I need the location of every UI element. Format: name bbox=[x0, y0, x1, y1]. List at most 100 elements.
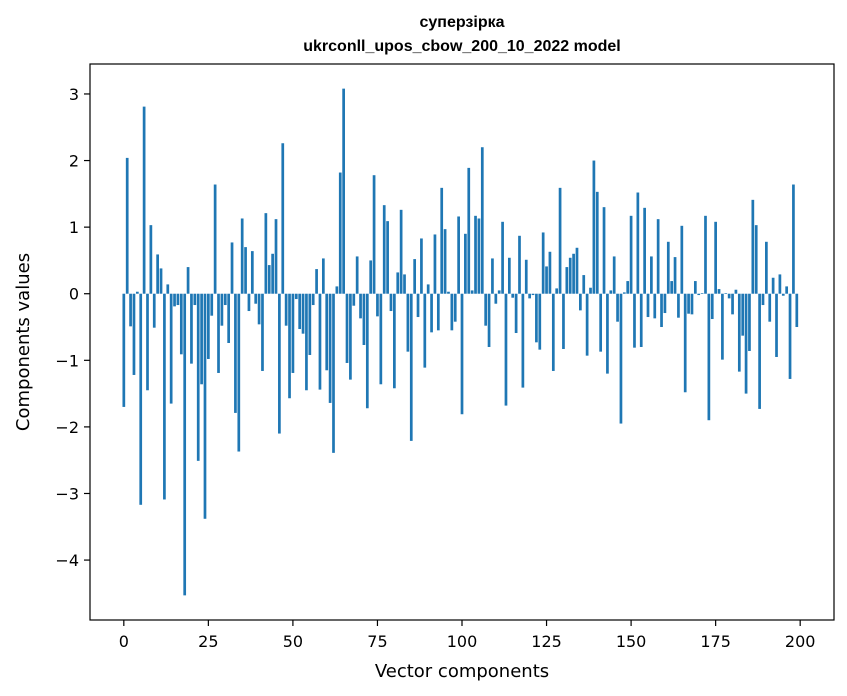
y-tick-label: 2 bbox=[69, 152, 79, 171]
bar-27 bbox=[213, 184, 217, 294]
bar-45 bbox=[274, 219, 278, 294]
bar-152 bbox=[636, 192, 640, 294]
x-tick-label: 175 bbox=[700, 632, 731, 651]
bar-115 bbox=[511, 293, 515, 298]
bar-77 bbox=[382, 205, 386, 294]
x-axis-ticks: 0 25 50 75 100 125 150 175 200 bbox=[119, 620, 815, 651]
bar-191 bbox=[768, 293, 772, 322]
bar-111 bbox=[497, 290, 501, 294]
bar-44 bbox=[271, 253, 274, 294]
bar-138 bbox=[589, 287, 592, 294]
bar-92 bbox=[433, 234, 437, 294]
bar-58 bbox=[318, 293, 322, 390]
bar-33 bbox=[234, 293, 237, 413]
bar-149 bbox=[626, 281, 630, 294]
bar-108 bbox=[487, 293, 491, 347]
bar-166 bbox=[683, 293, 687, 393]
bar-57 bbox=[315, 269, 318, 294]
bar-96 bbox=[447, 291, 450, 294]
bar-157 bbox=[653, 293, 657, 319]
x-tick-label: 25 bbox=[198, 632, 218, 651]
bar-141 bbox=[599, 293, 603, 352]
bar-114 bbox=[507, 257, 511, 294]
bar-168 bbox=[690, 293, 694, 315]
bar-118 bbox=[521, 293, 525, 388]
bar-34 bbox=[237, 293, 241, 452]
bar-46 bbox=[278, 293, 281, 434]
bar-117 bbox=[518, 235, 521, 294]
x-tick-label: 150 bbox=[616, 632, 647, 651]
bar-76 bbox=[379, 293, 383, 385]
bar-36 bbox=[244, 247, 247, 294]
bar-71 bbox=[362, 293, 366, 345]
bar-137 bbox=[585, 293, 589, 356]
bar-11 bbox=[159, 268, 163, 294]
bar-52 bbox=[298, 293, 302, 330]
bar-95 bbox=[443, 229, 447, 294]
bar-123 bbox=[538, 293, 542, 350]
bar-170 bbox=[697, 293, 701, 296]
bar-16 bbox=[176, 293, 180, 306]
bar-14 bbox=[169, 293, 173, 404]
bar-8 bbox=[149, 225, 153, 294]
bar-109 bbox=[491, 258, 494, 294]
bar-182 bbox=[737, 293, 741, 372]
bar-86 bbox=[413, 259, 417, 294]
bar-120 bbox=[528, 293, 531, 299]
bar-56 bbox=[311, 293, 315, 306]
bar-55 bbox=[308, 293, 312, 355]
bar-158 bbox=[656, 219, 660, 294]
bar-144 bbox=[609, 290, 613, 294]
y-axis-label: Components values bbox=[13, 253, 34, 431]
bar-185 bbox=[748, 293, 751, 351]
y-tick-label: 1 bbox=[69, 218, 79, 237]
bar-35 bbox=[240, 218, 244, 294]
y-tick-label: −4 bbox=[55, 551, 79, 570]
bar-0 bbox=[122, 293, 126, 407]
bar-184 bbox=[744, 293, 748, 394]
bar-20 bbox=[190, 293, 193, 364]
bar-195 bbox=[781, 293, 785, 296]
bar-128 bbox=[555, 288, 559, 294]
y-tick-label: 3 bbox=[69, 85, 79, 104]
bar-183 bbox=[741, 293, 745, 336]
bar-53 bbox=[301, 293, 305, 334]
bar-4 bbox=[135, 291, 139, 294]
bar-136 bbox=[582, 275, 586, 294]
bar-174 bbox=[710, 293, 714, 320]
bar-189 bbox=[761, 293, 765, 306]
bar-172 bbox=[704, 215, 707, 294]
bar-50 bbox=[291, 293, 295, 373]
bar-49 bbox=[288, 293, 291, 399]
bar-72 bbox=[365, 293, 369, 409]
bar-177 bbox=[721, 293, 724, 360]
bar-142 bbox=[602, 207, 606, 294]
bar-84 bbox=[406, 293, 410, 352]
x-tick-label: 125 bbox=[531, 632, 562, 651]
bar-151 bbox=[633, 293, 636, 348]
bar-51 bbox=[294, 293, 298, 300]
bar-139 bbox=[592, 160, 596, 294]
bar-197 bbox=[788, 293, 792, 379]
chart-title: суперзірка bbox=[420, 14, 505, 31]
bar-124 bbox=[541, 232, 545, 294]
bar-75 bbox=[376, 293, 379, 317]
bar-98 bbox=[453, 293, 457, 322]
bar-21 bbox=[193, 293, 197, 306]
bar-82 bbox=[399, 209, 403, 294]
bar-154 bbox=[643, 207, 646, 294]
bar-176 bbox=[717, 289, 721, 294]
bar-190 bbox=[765, 241, 768, 294]
bar-42 bbox=[264, 213, 268, 294]
bar-39 bbox=[254, 293, 258, 304]
bar-62 bbox=[332, 293, 335, 453]
bar-180 bbox=[731, 293, 734, 315]
bar-127 bbox=[551, 293, 555, 371]
bar-163 bbox=[673, 257, 677, 294]
bar-156 bbox=[650, 256, 653, 294]
bar-122 bbox=[535, 293, 538, 343]
bar-78 bbox=[386, 221, 389, 294]
bar-164 bbox=[677, 293, 680, 318]
bar-134 bbox=[575, 247, 579, 294]
